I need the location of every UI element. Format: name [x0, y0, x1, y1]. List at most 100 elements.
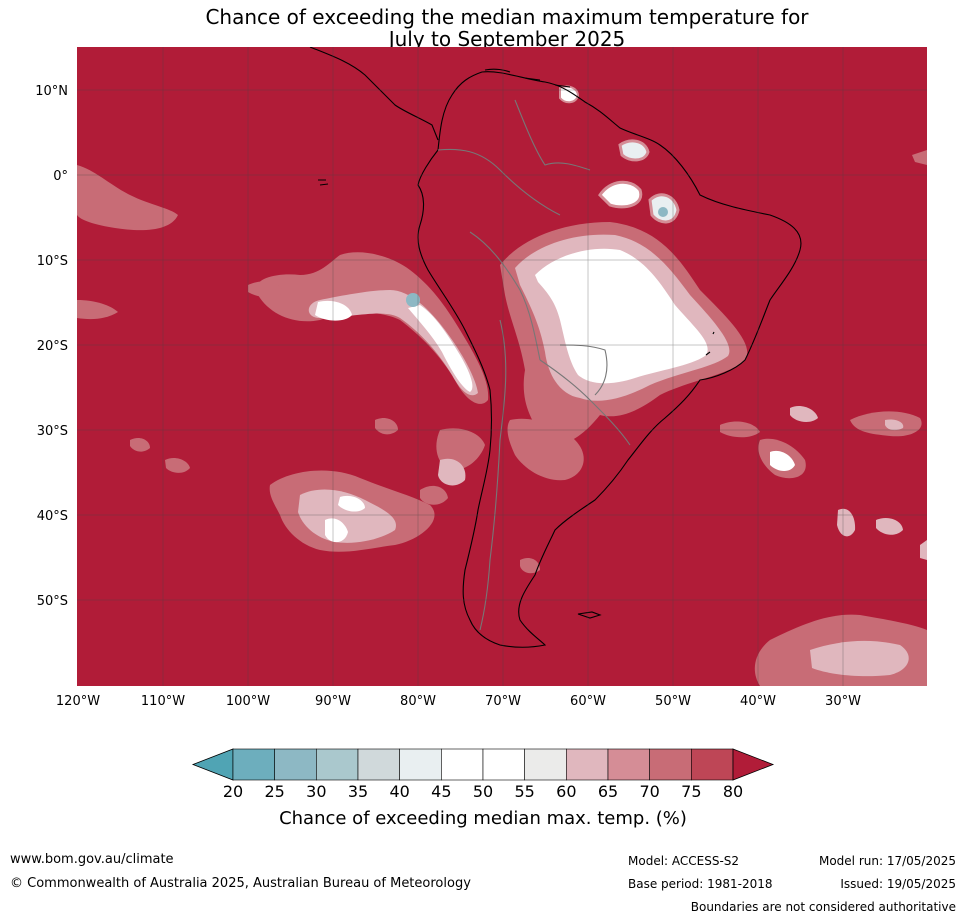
- issued-text: Issued: 19/05/2025: [840, 877, 956, 891]
- colorbar-segment: [566, 748, 609, 781]
- north-patch-1: [598, 180, 643, 209]
- galapagos: [318, 179, 329, 186]
- colorbar-segment: [232, 748, 275, 781]
- colorbar-tick-label: 60: [556, 782, 577, 801]
- atlantic-patch-2-core: [885, 419, 904, 431]
- colorbar-label: Chance of exceeding median max. temp. (%…: [279, 808, 687, 829]
- east-equatorial-patch: [912, 150, 927, 165]
- country-borders: [437, 99, 631, 631]
- lon-label: 60°W: [570, 694, 606, 709]
- small-patch-e: [420, 485, 448, 505]
- north-patch-3: [658, 207, 668, 217]
- border-3: [539, 359, 631, 446]
- pacific-core-2: [315, 300, 352, 321]
- west-equatorial-band: [77, 165, 178, 231]
- colorbar-extend-low: [191, 748, 234, 781]
- website-link[interactable]: www.bom.gov.au/climate: [10, 852, 174, 867]
- atlantic-patch-5: [876, 518, 903, 535]
- lon-label: 70°W: [485, 694, 521, 709]
- colorbar-tick-label: 65: [597, 782, 619, 801]
- map-title-line2: July to September 2025: [388, 27, 626, 51]
- lat-label: 10°N: [35, 84, 68, 99]
- south-pacific-top: [338, 495, 365, 512]
- argentina-patch: [507, 418, 584, 481]
- lon-label: 100°W: [226, 694, 270, 709]
- border-2: [469, 231, 541, 361]
- lon-label: 50°W: [655, 694, 691, 709]
- colorbar-tick-label: 80: [722, 782, 744, 801]
- lake-marker-1: [705, 331, 715, 356]
- colorbar-segment: [607, 748, 650, 781]
- map-background: [77, 47, 927, 686]
- south-america-coast: [417, 71, 802, 648]
- small-patch-d: [720, 421, 760, 438]
- base-period-text: Base period: 1981-2018: [628, 877, 773, 891]
- north-patch-4: [618, 139, 650, 162]
- model-text: Model: ACCESS-S2: [628, 854, 740, 868]
- map-title-line1: Chance of exceeding the median maximum t…: [205, 5, 809, 29]
- south-pacific-inner: [298, 489, 396, 543]
- colorbar-segment: [357, 748, 400, 781]
- colorbar-segment: [524, 748, 567, 781]
- colorbar-tick-label: 55: [514, 782, 535, 801]
- colorbar-segment: [441, 748, 484, 781]
- lat-label: 30°S: [37, 424, 68, 439]
- colorbar-segment: [316, 748, 359, 781]
- model-run-text: Model run: 17/05/2025: [818, 854, 956, 868]
- lat-label: 0°: [53, 169, 68, 184]
- colorbar-segment: [399, 748, 442, 781]
- lat-label: 20°S: [37, 339, 68, 354]
- atlantic-patch-south-inner: [810, 640, 909, 677]
- south-pacific-core: [325, 518, 348, 543]
- colorbar-tick-label: 75: [681, 782, 702, 801]
- coastlines: [309, 47, 802, 648]
- lat-label: 50°S: [37, 594, 68, 609]
- mid-pacific-patch-2: [438, 458, 466, 486]
- atlantic-patch-4: [837, 508, 856, 537]
- small-patch-c: [375, 418, 398, 435]
- colorbar-tick-label: 35: [347, 782, 369, 801]
- pacific-band-outer: [255, 252, 489, 404]
- small-patch-g: [520, 558, 540, 574]
- colorbar-tick-label: 50: [472, 782, 494, 801]
- north-patch-5: [559, 85, 580, 104]
- lat-label: 40°S: [37, 509, 68, 524]
- central-america-coast: [309, 47, 439, 141]
- colorbar-segment: [274, 748, 317, 781]
- west-equatorial-band-2: [77, 300, 118, 320]
- colorbar-tick-label: 40: [389, 782, 410, 801]
- colorbar-tick-label: 30: [306, 782, 327, 801]
- lon-label: 40°W: [740, 694, 776, 709]
- border-6: [514, 99, 591, 171]
- pacific-blue-spot: [406, 293, 420, 307]
- colorbar-tick-label: 25: [264, 782, 285, 801]
- colorbar-segment: [691, 748, 734, 781]
- lon-label: 30°W: [825, 694, 861, 709]
- atlantic-patch-3: [790, 406, 818, 422]
- colorbar-extend-high: [732, 748, 775, 781]
- atlantic-patch-1-core: [770, 450, 795, 472]
- colorbar-segment: [649, 748, 692, 781]
- small-patch-a: [165, 457, 190, 473]
- gridlines: [77, 47, 927, 686]
- colorbar: [191, 748, 775, 781]
- brazil-patch-inner: [535, 248, 708, 384]
- lon-label: 90°W: [315, 694, 351, 709]
- pacific-band-core: [408, 305, 473, 392]
- copyright-text: © Commonwealth of Australia 2025, Austra…: [10, 876, 471, 891]
- boundaries-note: Boundaries are not considered authoritat…: [690, 900, 956, 914]
- colorbar-segment: [482, 748, 525, 781]
- small-patch-b: [130, 437, 150, 452]
- atlantic-patch-east: [920, 540, 927, 560]
- longitude-labels: 120°W 110°W 100°W 90°W 80°W 70°W 60°W 50…: [56, 694, 861, 709]
- lon-label: 120°W: [56, 694, 100, 709]
- lon-label: 110°W: [141, 694, 185, 709]
- caribbean-islands: [484, 68, 571, 88]
- border-4: [479, 319, 507, 631]
- latitude-labels: 10°N 0° 10°S 20°S 30°S 40°S 50°S: [35, 84, 68, 609]
- colorbar-tick-label: 20: [222, 782, 244, 801]
- border-1: [437, 148, 561, 216]
- colorbar-tick-label: 45: [431, 782, 452, 801]
- probability-patches: [77, 85, 927, 686]
